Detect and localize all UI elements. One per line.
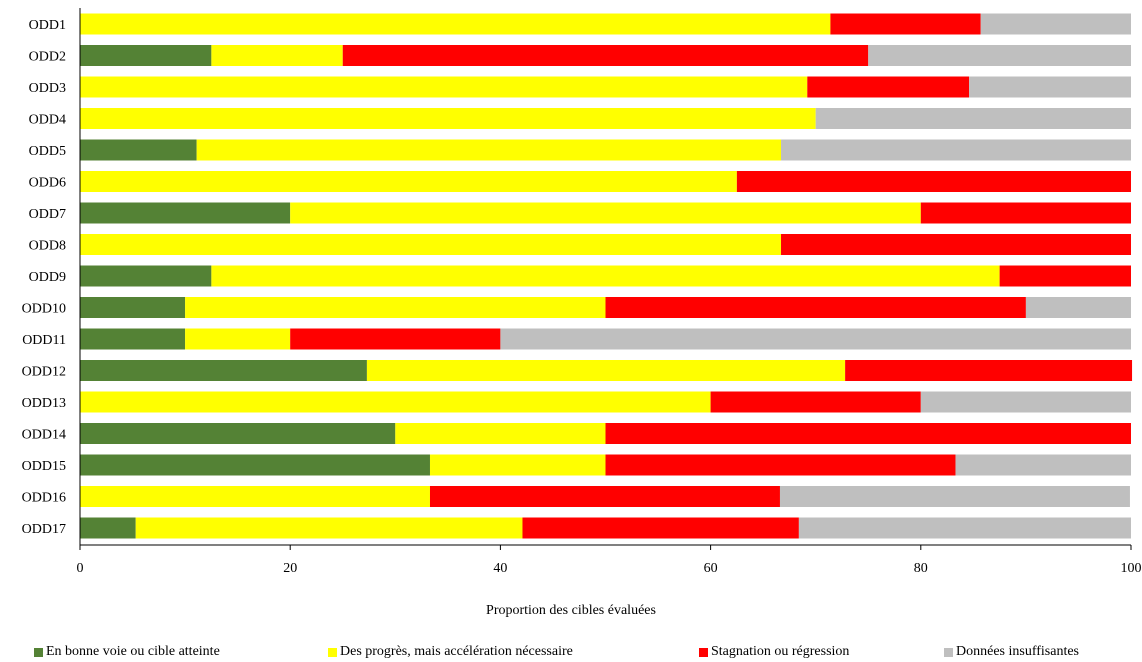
bar-odd11-series-0 bbox=[80, 328, 186, 350]
y-tick-label: ODD17 bbox=[22, 522, 66, 537]
legend-label: Stagnation ou régression bbox=[711, 644, 850, 659]
legend-swatch bbox=[34, 647, 43, 657]
y-tick-label: ODD12 bbox=[22, 365, 66, 380]
y-tick-label: ODD13 bbox=[22, 396, 66, 411]
bar-odd9-series-2 bbox=[999, 265, 1131, 287]
bar-odd15-series-2 bbox=[605, 454, 956, 476]
y-tick-label: ODD15 bbox=[22, 459, 66, 474]
bar-odd7-series-0 bbox=[80, 202, 291, 224]
bar-odd15-series-3 bbox=[955, 454, 1131, 476]
bar-odd2-series-0 bbox=[80, 45, 212, 66]
bar-odd9-series-1 bbox=[211, 265, 1000, 287]
bar-odd1-series-3 bbox=[980, 13, 1131, 35]
bar-odd10-series-1 bbox=[185, 297, 606, 318]
x-tick-label: 100 bbox=[1121, 561, 1142, 576]
y-tick-label: ODD5 bbox=[29, 144, 66, 159]
legend-item: En bonne voie ou cible atteinte bbox=[34, 644, 220, 660]
bar-odd1-series-1 bbox=[80, 13, 831, 35]
bar-odd7-series-1 bbox=[290, 202, 921, 224]
bar-odd5-series-3 bbox=[781, 139, 1131, 161]
bar-odd15-series-1 bbox=[429, 454, 606, 476]
bar-odd13-series-3 bbox=[920, 391, 1131, 413]
legend-item: Des progrès, mais accélération nécessair… bbox=[328, 644, 573, 660]
bar-odd14-series-0 bbox=[80, 423, 396, 444]
y-tick-label: ODD16 bbox=[22, 491, 66, 506]
bar-odd17-series-1 bbox=[135, 517, 523, 539]
legend-swatch bbox=[328, 647, 337, 657]
y-tick-label: ODD8 bbox=[29, 239, 66, 254]
legend-label: Données insuffisantes bbox=[956, 644, 1079, 659]
bar-odd12-series-0 bbox=[80, 360, 367, 381]
bar-odd13-series-1 bbox=[80, 391, 711, 413]
x-tick-label: 80 bbox=[914, 561, 928, 576]
y-tick-label: ODD7 bbox=[29, 207, 66, 222]
chart-svg: ODD1 ODD2 ODD3 ODD4 ODD5 ODD6 ODD7 ODD8 ODD9 ODD1… bbox=[22, 8, 1142, 576]
legend-swatch bbox=[944, 647, 953, 657]
bar-odd4-series-3 bbox=[815, 108, 1131, 129]
y-tick-label: ODD3 bbox=[29, 81, 66, 96]
legend-swatch bbox=[699, 647, 708, 657]
x-tick-label: 20 bbox=[283, 561, 297, 576]
y-tick-label: ODD2 bbox=[29, 50, 66, 65]
bar-odd14-series-1 bbox=[395, 423, 606, 444]
bar-odd9-series-0 bbox=[80, 265, 212, 287]
bar-odd3-series-1 bbox=[80, 76, 808, 98]
bar-odd10-series-0 bbox=[80, 297, 186, 318]
y-tick-label: ODD10 bbox=[22, 302, 66, 317]
bar-odd8-series-1 bbox=[80, 234, 782, 255]
bar-odd11-series-1 bbox=[185, 328, 291, 350]
x-tick-label: 60 bbox=[704, 561, 718, 576]
bar-odd13-series-2 bbox=[710, 391, 921, 413]
y-tick-label: ODD11 bbox=[22, 333, 66, 348]
x-tick-label: 40 bbox=[493, 561, 507, 576]
bar-odd1-series-2 bbox=[830, 13, 981, 35]
y-tick-label: ODD6 bbox=[29, 176, 66, 191]
legend-item: Stagnation ou régression bbox=[699, 644, 849, 660]
bar-odd17-series-2 bbox=[522, 517, 799, 539]
legend: En bonne voie ou cible atteinte Des progr… bbox=[0, 644, 1142, 662]
bar-odd12-series-1 bbox=[366, 360, 846, 381]
bar-odd15-series-0 bbox=[80, 454, 430, 476]
bar-odd16-series-1 bbox=[80, 486, 430, 507]
bar-odd16-series-2 bbox=[429, 486, 780, 507]
y-tick-label: ODD14 bbox=[22, 428, 66, 443]
bar-odd11-series-2 bbox=[290, 328, 501, 350]
bar-odd3-series-3 bbox=[969, 76, 1131, 98]
bar-odd3-series-2 bbox=[807, 76, 970, 98]
bar-odd12-series-2 bbox=[845, 360, 1133, 381]
legend-label: Des progrès, mais accélération nécessair… bbox=[340, 644, 573, 659]
x-axis-label: Proportion des cibles évaluées bbox=[486, 603, 656, 618]
bar-odd14-series-2 bbox=[605, 423, 1131, 444]
y-tick-label: ODD4 bbox=[29, 113, 66, 128]
bar-odd10-series-2 bbox=[605, 297, 1026, 318]
y-tick-label: ODD9 bbox=[29, 270, 66, 285]
bar-odd2-series-3 bbox=[868, 45, 1131, 66]
bar-odd17-series-0 bbox=[80, 517, 136, 539]
bar-odd5-series-1 bbox=[196, 139, 782, 161]
x-tick-label: 0 bbox=[77, 561, 84, 576]
bar-odd8-series-2 bbox=[781, 234, 1131, 255]
bar-odd5-series-0 bbox=[80, 139, 197, 161]
bar-odd16-series-3 bbox=[779, 486, 1130, 507]
bar-odd6-series-2 bbox=[736, 171, 1131, 192]
bar-odd6-series-1 bbox=[80, 171, 737, 192]
bar-odd2-series-1 bbox=[211, 45, 343, 66]
bar-odd4-series-1 bbox=[80, 108, 816, 129]
legend-label: En bonne voie ou cible atteinte bbox=[46, 644, 220, 659]
bar-odd7-series-2 bbox=[920, 202, 1131, 224]
legend-item: Données insuffisantes bbox=[944, 644, 1079, 660]
bar-odd2-series-2 bbox=[342, 45, 869, 66]
bar-odd10-series-3 bbox=[1025, 297, 1131, 318]
bar-odd17-series-3 bbox=[798, 517, 1131, 539]
bar-odd11-series-3 bbox=[500, 328, 1131, 350]
y-tick-label: ODD1 bbox=[29, 18, 66, 33]
